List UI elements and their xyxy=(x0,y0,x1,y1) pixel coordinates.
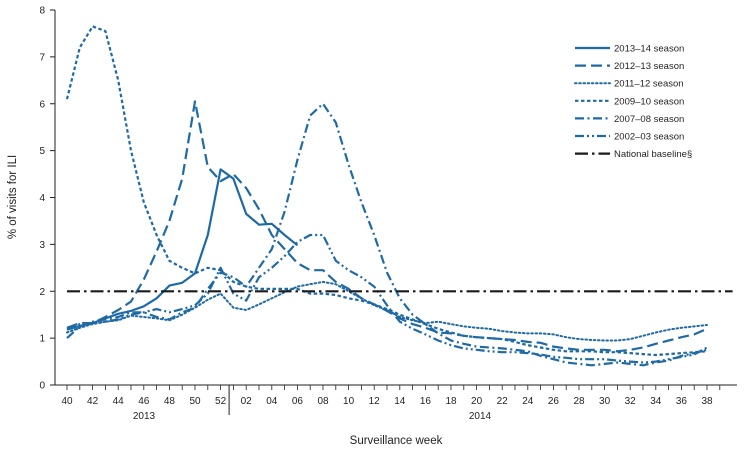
legend-label: National baseline§ xyxy=(614,149,692,160)
y-axis-ticks: 0 1 2 3 4 5 6 7 8 xyxy=(39,6,55,392)
x-tick-label: 48 xyxy=(164,396,176,407)
x-axis-title: Surveillance week xyxy=(350,435,443,447)
x-tick-label: 38 xyxy=(701,396,713,407)
y-tick-label: 5 xyxy=(39,146,45,157)
x-tick-label: 34 xyxy=(650,396,662,407)
x-tick-label: 16 xyxy=(420,396,432,407)
x-tick-label: 52 xyxy=(215,396,227,407)
legend-label: 2013–14 season xyxy=(614,44,684,55)
y-tick-label: 0 xyxy=(39,381,45,392)
x-tick-label: 20 xyxy=(471,396,483,407)
y-axis-title: % of visits for ILI xyxy=(7,155,19,239)
series-line-2011-12-season xyxy=(66,280,708,342)
y-tick-label: 1 xyxy=(39,334,45,345)
x-tick-label: 12 xyxy=(369,396,381,407)
series-line-2007-08-season xyxy=(66,102,708,367)
x-tick-label: 32 xyxy=(625,396,637,407)
legend-label: 2002–03 season xyxy=(614,132,684,143)
year-label-2013: 2013 xyxy=(133,411,156,422)
legend-label: 2012–13 season xyxy=(614,61,684,72)
y-tick-label: 7 xyxy=(39,52,45,63)
x-tick-label: 10 xyxy=(343,396,355,407)
legend-label: 2011–12 season xyxy=(614,79,684,90)
x-tick-label: 26 xyxy=(548,396,560,407)
x-tick-label: 08 xyxy=(317,396,329,407)
series-line-2013-14-season xyxy=(66,168,299,331)
y-tick-label: 2 xyxy=(39,287,45,298)
legend: 2013–14 season 2012–13 season 2011–12 seas… xyxy=(574,44,692,160)
x-tick-label: 40 xyxy=(61,396,73,407)
x-tick-label: 06 xyxy=(292,396,304,407)
x-axis-ticks: 40 42 44 46 48 50 52 02 04 06 08 10 12 14 16 18 20 22 24 26… xyxy=(61,385,721,422)
legend-label: 2007–08 season xyxy=(614,114,684,125)
x-tick-label: 24 xyxy=(522,396,534,407)
year-label-2014: 2014 xyxy=(469,411,492,422)
series-line-2009-10-season xyxy=(65,25,708,357)
y-tick-label: 3 xyxy=(39,240,45,251)
x-tick-label: 44 xyxy=(113,396,125,407)
x-tick-label: 28 xyxy=(573,396,585,407)
x-tick-label: 18 xyxy=(445,396,457,407)
series-line-2012-13-season xyxy=(66,100,708,353)
x-tick-label: 36 xyxy=(676,396,688,407)
x-tick-label: 14 xyxy=(394,396,406,407)
y-tick-label: 8 xyxy=(39,6,45,17)
x-tick-label: 42 xyxy=(87,396,99,407)
series-line-2002-03-season xyxy=(66,233,708,364)
x-tick-label: 30 xyxy=(599,396,611,407)
plot-lines xyxy=(65,25,733,367)
x-tick-label: 46 xyxy=(138,396,150,407)
x-tick-label: 50 xyxy=(189,396,201,407)
legend-label: 2009–10 season xyxy=(614,96,684,107)
x-tick-label: 02 xyxy=(241,396,253,407)
x-tick-label: 04 xyxy=(266,396,278,407)
x-tick-label: 22 xyxy=(497,396,509,407)
y-tick-label: 6 xyxy=(39,99,45,110)
y-tick-label: 4 xyxy=(39,193,45,204)
